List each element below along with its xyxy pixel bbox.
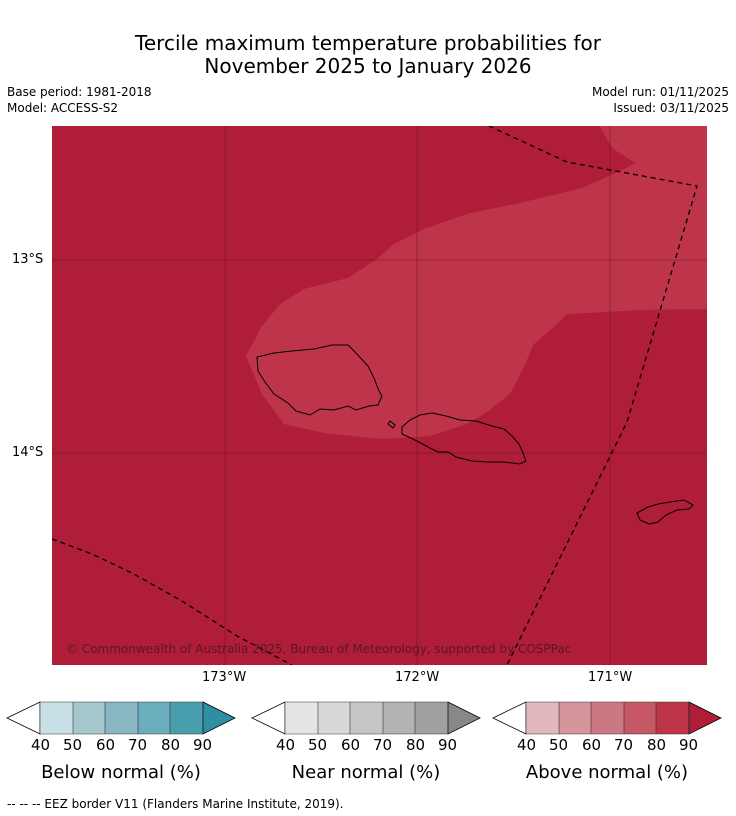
colorbar-below-bin-5 (170, 702, 203, 734)
colorbar-below-upper-extend (202, 701, 236, 735)
tick-label: 90 (679, 736, 699, 754)
colorbar-above-bin-2 (559, 702, 591, 734)
colorbar-above-bin-1 (526, 702, 559, 734)
island-savaii (256, 344, 383, 416)
colorbar-near-title: Near normal (%) (291, 762, 441, 783)
colorbar-above (492, 701, 722, 735)
tick-label: 70 (373, 736, 393, 754)
tick-label: 70 (128, 736, 148, 754)
tick-label: 70 (614, 736, 634, 754)
lon-label-173w: 173°W (202, 670, 247, 685)
colorbar-below-bin-4 (138, 702, 170, 734)
lon-label-172w: 172°W (395, 670, 440, 685)
colorbar-below (6, 701, 236, 735)
colorbar-above-bin-4 (624, 702, 656, 734)
tick-label: 60 (341, 736, 361, 754)
map-copyright: © Commonwealth of Australia 2025, Bureau… (66, 642, 571, 656)
meta-left: Base period: 1981-2018 Model: ACCESS-S2 (7, 84, 152, 116)
tick-label: 50 (63, 736, 83, 754)
tick-label: 40 (517, 736, 537, 754)
lat-label-14s: 14°S (12, 445, 44, 460)
tick-label: 50 (308, 736, 328, 754)
chart-title-line2: November 2025 to January 2026 (204, 54, 532, 78)
colorbar-above-outline (525, 701, 690, 735)
colorbar-near-bin-4 (383, 702, 415, 734)
tick-label: 90 (193, 736, 213, 754)
eez-border-southwest (52, 538, 293, 665)
colorbar-below-bin-3 (105, 702, 138, 734)
graticule (52, 126, 707, 665)
tick-label: 40 (31, 736, 51, 754)
colorbar-above-bin-3 (591, 702, 624, 734)
meta-right: Model run: 01/11/2025 Issued: 03/11/2025 (592, 84, 729, 116)
lon-label-171w: 171°W (588, 670, 633, 685)
colorbar-near-upper-extend (447, 701, 481, 735)
base-period-text: Base period: 1981-2018 (7, 85, 152, 99)
colorbar-below-bin-2 (73, 702, 105, 734)
colorbar-below-lower-extend (6, 701, 41, 735)
colorbar-near-bin-1 (285, 702, 318, 734)
colorbar-near-lower-extend (251, 701, 286, 735)
colorbar-above-bin-5 (656, 702, 689, 734)
island-manono (387, 420, 396, 429)
colorbar-above-upper-extend (688, 701, 722, 735)
colorbar-below-outline (39, 701, 204, 735)
eez-border-north (488, 126, 698, 665)
region-above-70-80 (246, 126, 707, 439)
tick-label: 80 (647, 736, 667, 754)
island-tutuila (636, 499, 694, 525)
tick-label: 40 (276, 736, 296, 754)
colorbar-above-lower-extend (492, 701, 527, 735)
eez-borders (52, 126, 698, 665)
colorbar-above-title: Above normal (%) (525, 762, 689, 783)
colorbar-below-bin-1 (40, 702, 73, 734)
tick-label: 60 (582, 736, 602, 754)
chart-title-line1: Tercile maximum temperature probabilitie… (135, 31, 601, 55)
colorbar-near-outline (284, 701, 449, 735)
map-panel: © Commonwealth of Australia 2025, Bureau… (52, 126, 707, 665)
islands (256, 344, 694, 525)
colorbar-below-title: Below normal (%) (41, 762, 201, 783)
tick-label: 80 (161, 736, 181, 754)
island-upolu (401, 412, 527, 465)
colorbar-near-bin-3 (350, 702, 383, 734)
tick-label: 90 (438, 736, 458, 754)
colorbar-near (251, 701, 481, 735)
tick-label: 50 (549, 736, 569, 754)
tick-label: 80 (406, 736, 426, 754)
lat-label-13s: 13°S (12, 252, 44, 267)
colorbar-near-bin-2 (318, 702, 350, 734)
issued-text: Issued: 03/11/2025 (613, 101, 729, 115)
tick-label: 60 (96, 736, 116, 754)
eez-legend-note: -- -- -- EEZ border V11 (Flanders Marine… (7, 797, 344, 811)
colorbar-near-bin-5 (415, 702, 448, 734)
model-text: Model: ACCESS-S2 (7, 101, 119, 115)
model-run-text: Model run: 01/11/2025 (591, 85, 729, 99)
